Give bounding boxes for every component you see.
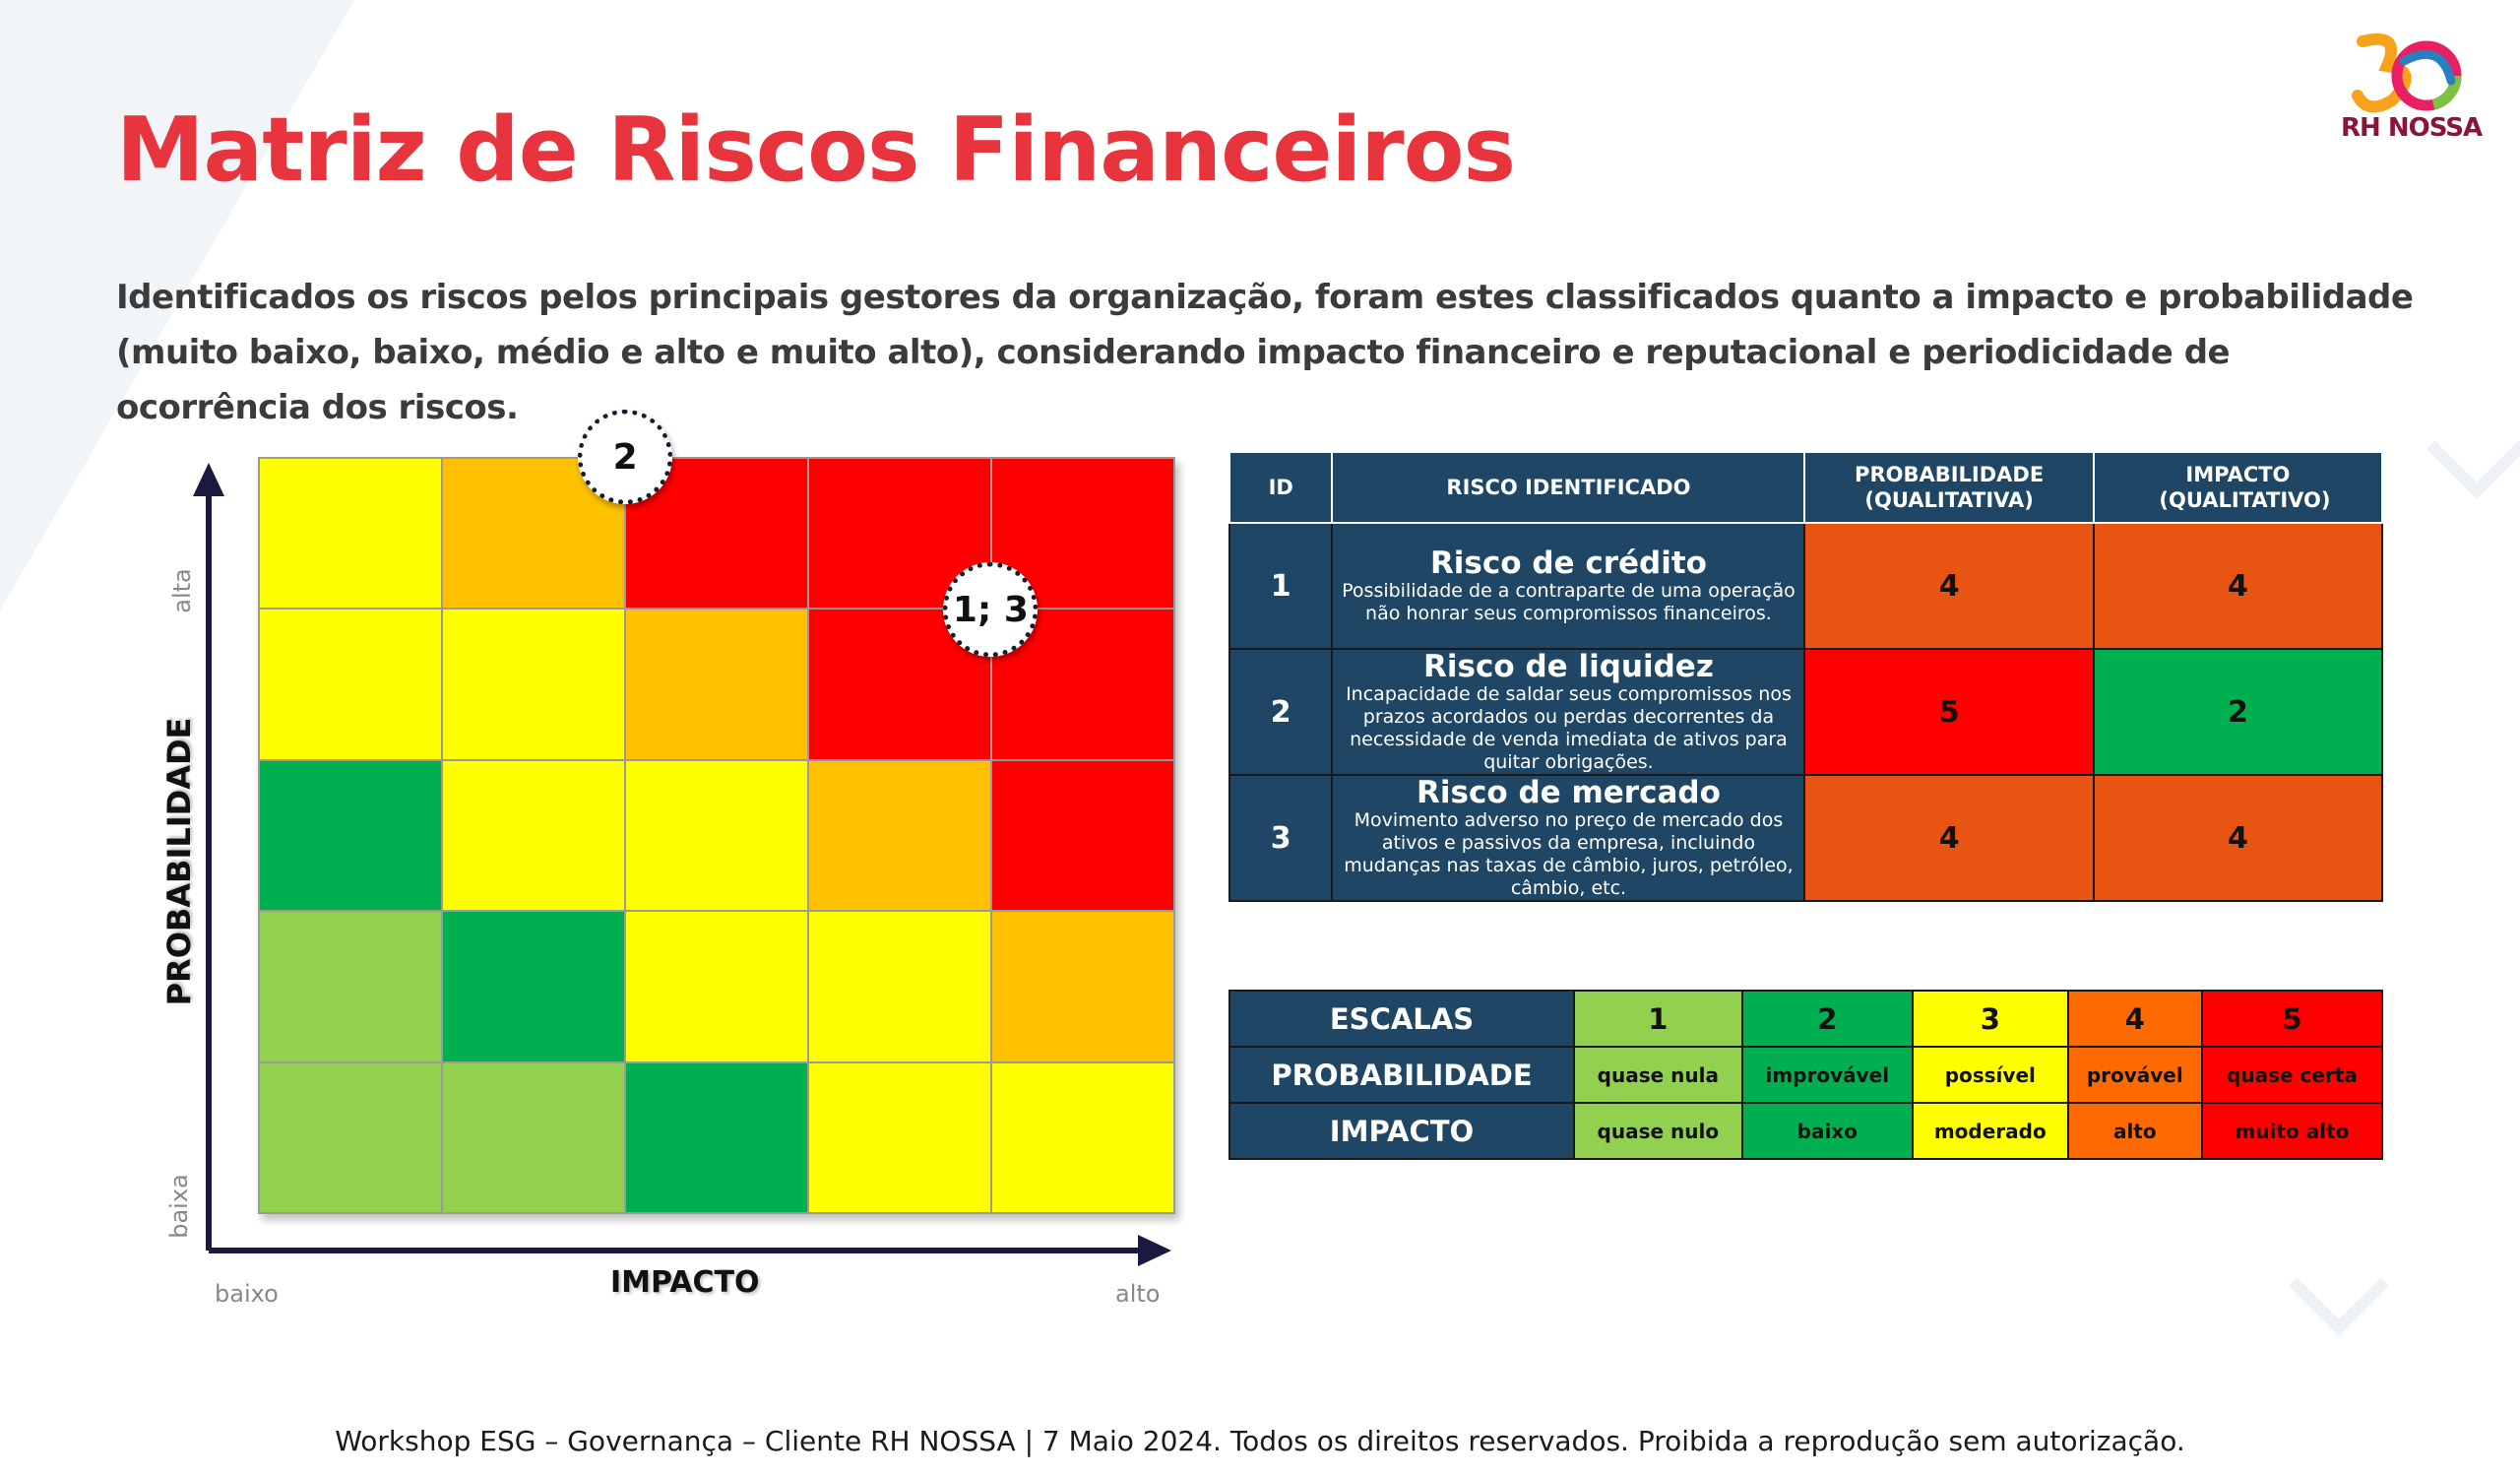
matrix-cell — [992, 1062, 1173, 1212]
probability-score: 5 — [1803, 648, 2095, 776]
matrix-cell — [260, 459, 441, 609]
scale-cell: muito alto — [2200, 1102, 2384, 1160]
probability-score: 4 — [1803, 522, 2095, 650]
footer: Workshop ESG – Governança – Cliente RH N… — [335, 1425, 2185, 1457]
scale-row: PROBABILIDADE quase nula improvável possíve… — [1228, 1046, 2384, 1104]
scale-cell: improvável — [1740, 1046, 1914, 1104]
matrix-cell — [809, 760, 990, 911]
matrix-axes — [193, 463, 1171, 1266]
impact-score: 2 — [2092, 648, 2384, 776]
risk-description-cell: Risco de crédito Possibilidade de a contr… — [1331, 522, 1806, 650]
risk-id: 1 — [1228, 522, 1334, 650]
rh-nossa-logo-icon — [2352, 32, 2462, 113]
matrix-cell — [260, 912, 441, 1061]
scale-table: ESCALAS 1 2 3 4 5 PROBABILIDADE quase nula impro… — [1228, 990, 2384, 1160]
risk-table-header-row: ID RISCO IDENTIFICADO PROBABILIDADE (QUA… — [1228, 451, 2384, 524]
matrix-cell — [992, 760, 1173, 911]
matrix-cell — [443, 912, 624, 1061]
risk-description: Incapacidade de saldar seus compromissos… — [1346, 683, 1792, 773]
page-title: Matriz de Riscos Financeiros — [116, 98, 1516, 202]
risk-id: 2 — [1228, 648, 1334, 776]
scale-cell: provável — [2066, 1046, 2203, 1104]
column-header-probability: PROBABILIDADE (QUALITATIVA) — [1803, 451, 2095, 524]
matrix-cell — [626, 1062, 807, 1212]
impact-score: 4 — [2092, 522, 2384, 650]
risk-description: Possibilidade de a contraparte de uma op… — [1342, 580, 1796, 624]
scale-cell: 1 — [1573, 990, 1743, 1048]
table-row: 2 Risco de liquidez Incapacidade de saldar… — [1228, 648, 2384, 776]
subtitle: Identificados os riscos pelos principais… — [116, 278, 2414, 427]
table-row: 3 Risco de mercado Movimento adverso no pr… — [1228, 774, 2384, 902]
risk-id: 3 — [1228, 774, 1334, 902]
scale-cell: 3 — [1911, 990, 2069, 1048]
risk-matrix-grid — [258, 457, 1175, 1214]
risk-table: ID RISCO IDENTIFICADO PROBABILIDADE (QUA… — [1228, 451, 2384, 902]
scale-row-header: IMPACTO — [1228, 1102, 1575, 1160]
y-tick-high: alta — [168, 568, 196, 613]
matrix-cell — [443, 610, 624, 759]
matrix-cell — [260, 610, 441, 759]
background-chevron — [2426, 399, 2520, 499]
scale-cell: moderado — [1911, 1102, 2069, 1160]
scale-row: ESCALAS 1 2 3 4 5 — [1228, 990, 2384, 1048]
matrix-cell — [626, 760, 807, 911]
logo-text: RH NOSSA — [2341, 113, 2483, 143]
scale-cell: alto — [2066, 1102, 2203, 1160]
risk-name: Risco de liquidez — [1423, 649, 1714, 684]
column-header-impact: IMPACTO (QUALITATIVO) — [2092, 451, 2384, 524]
x-axis-label: IMPACTO — [610, 1265, 760, 1300]
column-header-id: ID — [1228, 451, 1334, 524]
probability-score: 4 — [1803, 774, 2095, 902]
scale-cell: possível — [1911, 1046, 2069, 1104]
scale-cell: 2 — [1740, 990, 1914, 1048]
scale-row-header: PROBABILIDADE — [1228, 1046, 1575, 1104]
y-tick-low: baixa — [165, 1174, 193, 1239]
y-axis-label: PROBABILIDADE — [160, 717, 198, 1006]
scale-cell: baixo — [1740, 1102, 1914, 1160]
matrix-cell — [992, 912, 1173, 1061]
scale-cell: quase nula — [1573, 1046, 1743, 1104]
x-tick-high: alto — [1115, 1280, 1161, 1308]
scale-row-header: ESCALAS — [1228, 990, 1575, 1048]
table-row: 1 Risco de crédito Possibilidade de a cont… — [1228, 522, 2384, 650]
matrix-cell — [809, 912, 990, 1061]
scale-row: IMPACTO quase nulo baixo moderado alto muito … — [1228, 1102, 2384, 1160]
matrix-cell — [260, 1062, 441, 1212]
matrix-cell — [626, 610, 807, 759]
column-header-probability-text: PROBABILIDADE (QUALITATIVA) — [1855, 463, 2045, 512]
risk-description: Movimento adverso no preço de mercado do… — [1344, 809, 1794, 899]
risk-name: Risco de crédito — [1429, 546, 1707, 581]
scale-cell: 4 — [2066, 990, 2203, 1048]
matrix-cell — [809, 1062, 990, 1212]
risk-description-cell: Risco de mercado Movimento adverso no pre… — [1331, 774, 1806, 902]
matrix-cell — [260, 760, 441, 911]
risk-name: Risco de mercado — [1417, 775, 1721, 810]
matrix-cell — [626, 912, 807, 1061]
impact-score: 4 — [2092, 774, 2384, 902]
risk-description-cell: Risco de liquidez Incapacidade de saldar … — [1331, 648, 1806, 776]
matrix-cell — [443, 1062, 624, 1212]
column-header-risk: RISCO IDENTIFICADO — [1331, 451, 1806, 524]
background-chevron — [2289, 1236, 2389, 1336]
matrix-cell — [443, 760, 624, 911]
risk-marker: 1; 3 — [943, 562, 1039, 657]
scale-cell: 5 — [2200, 990, 2384, 1048]
scale-cell: quase nulo — [1573, 1102, 1743, 1160]
risk-marker: 2 — [578, 410, 673, 504]
x-tick-low: baixo — [215, 1280, 279, 1308]
scale-cell: quase certa — [2200, 1046, 2384, 1104]
column-header-impact-text: IMPACTO (QUALITATIVO) — [2159, 463, 2331, 512]
